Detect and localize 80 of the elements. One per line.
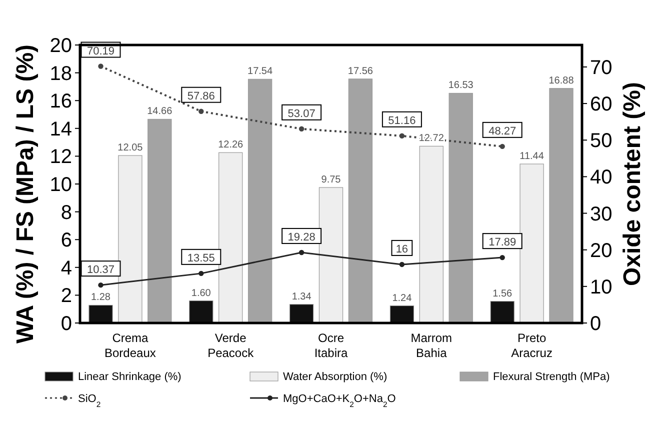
bar	[549, 88, 574, 324]
data-label: 14.66	[147, 106, 173, 118]
y-tick-label: 2	[60, 285, 72, 308]
y2-tick-label: 40	[590, 166, 612, 189]
y2-tick-label: 20	[590, 240, 612, 262]
y2-tick-label: 10	[590, 276, 612, 298]
x-tick-label: Verde Peacock	[208, 331, 255, 360]
y2-tick-label: 0	[590, 313, 602, 335]
y2-axis-title: Oxide content (%)	[619, 82, 646, 286]
data-label: 9.75	[321, 174, 342, 186]
y2-tick-label: 60	[590, 94, 612, 116]
y-tick-label: 12	[50, 146, 72, 168]
legend-label: Water Absorption (%)	[283, 371, 388, 383]
x-tick-label: Crema Bordeaux	[104, 331, 156, 360]
data-label: 1.28	[91, 292, 111, 304]
bar	[348, 78, 373, 324]
data-label: 1.60	[191, 288, 212, 299]
data-label: 51.16	[388, 114, 416, 127]
y-tick-label: 18	[50, 62, 72, 85]
data-label: 12.05	[118, 142, 144, 154]
bar	[118, 155, 142, 324]
data-label: 53.07	[288, 108, 316, 120]
data-label: 1.34	[292, 291, 312, 302]
point	[198, 108, 204, 114]
y-axis-title: WA (%) / FS (MPa) / LS (%)	[12, 44, 39, 344]
bar	[419, 146, 444, 324]
point	[298, 126, 304, 132]
data-label: 13.55	[187, 252, 215, 264]
point	[98, 282, 104, 288]
data-label: 70.19	[86, 45, 115, 58]
bar	[520, 164, 544, 324]
data-label: 1.24	[392, 292, 412, 304]
bar	[189, 300, 214, 324]
bar	[218, 152, 243, 324]
x-tick-label: Marrom Bahia	[410, 331, 452, 360]
x-tick-label: Ocre Itabira	[314, 331, 348, 360]
x-tick-label: Preto Aracruz	[511, 331, 552, 360]
y2-tick-label: 30	[590, 203, 612, 226]
data-label: 11.44	[520, 150, 544, 162]
y-tick-label: 20	[50, 35, 72, 57]
bar	[148, 118, 172, 324]
data-label: 57.86	[187, 90, 215, 102]
data-label: 10.37	[86, 264, 115, 276]
data-label: 16	[396, 243, 408, 256]
bar	[248, 78, 272, 324]
y-tick-label: 0	[60, 313, 72, 335]
data-label: 1.56	[492, 288, 513, 300]
legend-label: Flexural Strength (MPa)	[493, 371, 610, 383]
bar	[490, 301, 514, 324]
point	[298, 250, 304, 256]
point	[399, 133, 405, 138]
y2-tick-label: 50	[590, 130, 612, 152]
y2-tick-label: 70	[590, 56, 612, 79]
point	[198, 270, 204, 276]
y-tick-label: 8	[60, 202, 72, 224]
y-tick-label: 6	[60, 230, 72, 252]
point	[98, 64, 104, 69]
data-label: 12.26	[218, 140, 244, 151]
legend-label: Linear Shrinkage (%)	[78, 371, 182, 383]
bar	[88, 304, 113, 324]
point	[399, 262, 405, 268]
bar	[448, 92, 473, 324]
y-tick-label: 14	[50, 118, 72, 140]
data-label: 17.89	[488, 236, 516, 249]
point	[500, 254, 505, 260]
data-label: 48.27	[488, 125, 516, 138]
data-label: 16.88	[548, 75, 574, 86]
y-tick-label: 4	[60, 257, 72, 280]
bar	[318, 187, 344, 324]
y-tick-label: 10	[50, 174, 72, 196]
legend-label: MgO+CaO+K$_{2}$O+Na$_{2}$O	[283, 393, 396, 408]
data-label: 17.54	[248, 66, 273, 78]
data-label: 16.53	[448, 80, 474, 92]
data-label: 17.56	[348, 66, 374, 77]
legend-label: SiO$_{2}$	[78, 393, 101, 408]
bar	[289, 304, 314, 324]
point	[500, 144, 505, 150]
bar	[390, 305, 414, 324]
data-label: 19.28	[288, 231, 316, 244]
y-tick-label: 16	[50, 90, 72, 113]
